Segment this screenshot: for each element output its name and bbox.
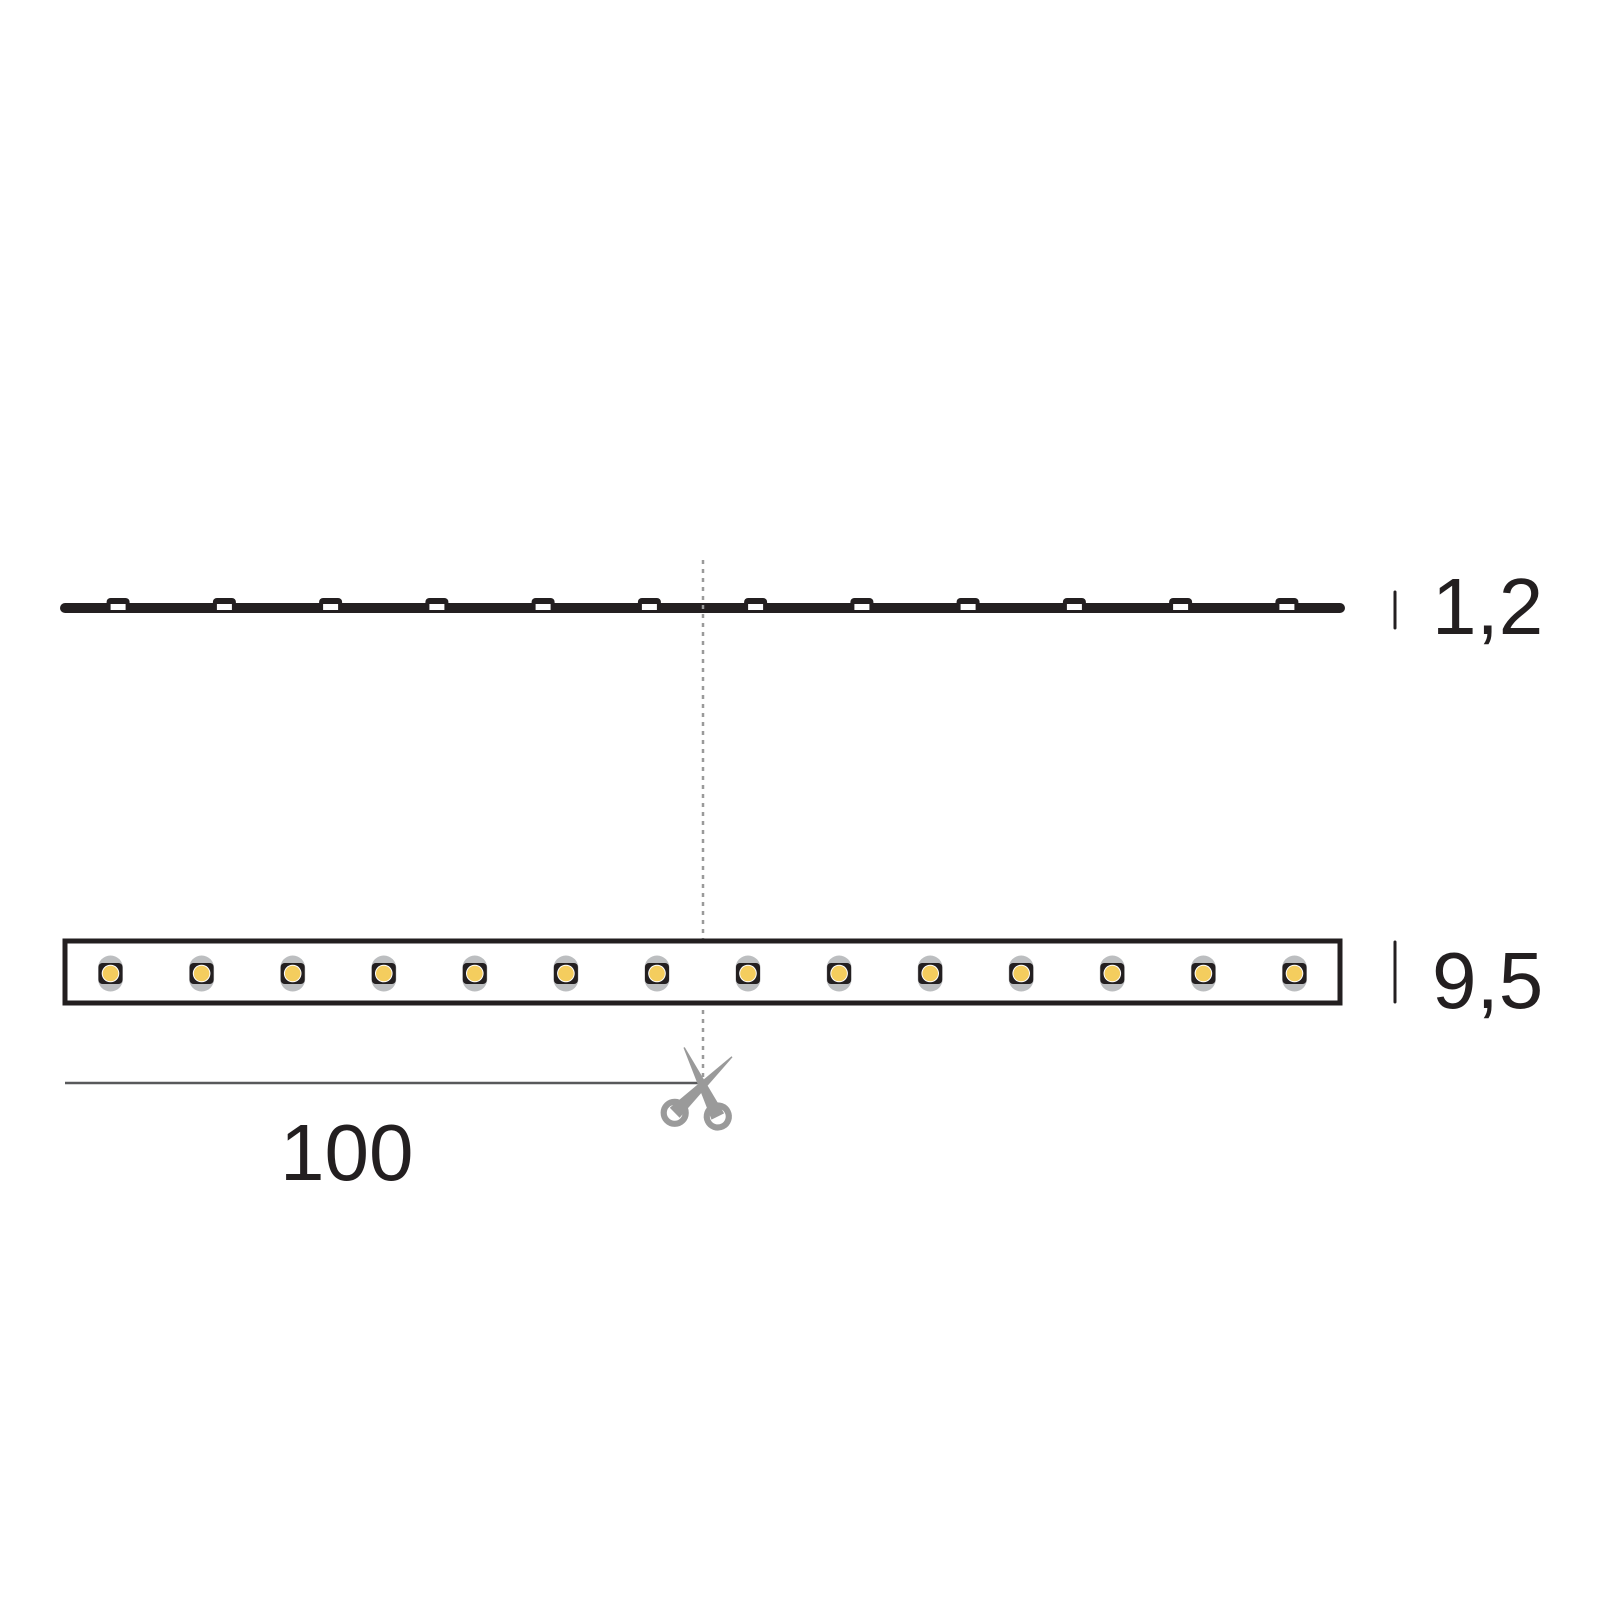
svg-text:9,5: 9,5 [1432, 936, 1543, 1025]
svg-text:1,2: 1,2 [1432, 562, 1543, 651]
svg-text:100: 100 [280, 1108, 413, 1197]
